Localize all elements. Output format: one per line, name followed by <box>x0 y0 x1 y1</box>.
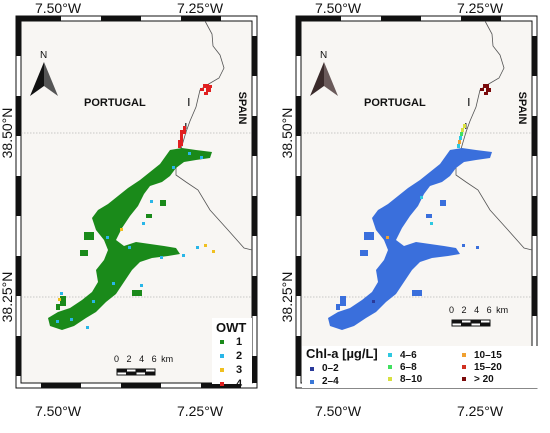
owt-water-body <box>48 148 212 330</box>
owt-class-4-cluster <box>178 84 212 148</box>
chla-legend-label-4: 6–8 <box>400 361 417 373</box>
owt-legend-label-3: 3 <box>236 364 243 376</box>
scale-tick-4: 4 <box>139 354 145 364</box>
chla-legend-label-5: 8–10 <box>400 373 423 385</box>
scale-unit: km <box>161 354 174 364</box>
chla-map-frame <box>295 15 538 389</box>
chla-legend-label-7: 15–20 <box>474 361 502 373</box>
north-arrow-label: N <box>40 50 48 61</box>
lat-label-upper: 38.50°N <box>279 107 295 159</box>
chla-swatch-2 <box>310 379 314 384</box>
north-arrow-label: N <box>320 50 328 61</box>
chla-legend-row-4: 6–8 <box>388 361 422 373</box>
graticule <box>301 132 532 298</box>
lat-label-upper: 38.50°N <box>0 107 15 159</box>
chla-legend-row-5: 8–10 <box>388 373 423 385</box>
owt-legend-row-3: 3 <box>216 363 249 377</box>
owt-class-2-pixels <box>56 152 203 329</box>
graticule <box>21 132 252 298</box>
owt-legend-label-1: 1 <box>236 336 243 348</box>
owt-swatch-4 <box>220 382 224 386</box>
chla-swatch-5 <box>388 377 392 381</box>
lon-label-top-left: 7.50°W <box>314 0 362 16</box>
lat-label-lower: 38.25°N <box>0 271 15 323</box>
owt-class-3-pixels <box>58 228 215 301</box>
chla-legend-col-3: 10–15 15–20 > 20 <box>462 349 502 385</box>
owt-map-frame <box>15 15 258 389</box>
lon-label-bottom-right: 7.25°W <box>176 403 224 419</box>
chla-legend-col-1: 0–2 2–4 <box>310 363 339 387</box>
chla-legend-row-2: 2–4 <box>310 376 339 387</box>
north-arrow-icon <box>30 62 58 96</box>
country-label-portugal: PORTUGAL <box>84 97 146 109</box>
chla-legend-label-8: > 20 <box>474 373 494 385</box>
lon-label-bottom-left: 7.50°W <box>34 403 82 419</box>
chla-swatch-1 <box>310 366 314 371</box>
chla-legend-row-6: 10–15 <box>462 349 502 361</box>
chla-swatch-8 <box>462 377 466 381</box>
lon-label-bottom-right: 7.25°W <box>456 403 504 419</box>
lon-label-top-right: 7.25°W <box>456 0 504 16</box>
owt-legend-title: OWT <box>216 320 247 335</box>
scale-bar-labels: 0 2 4 6 km <box>114 354 173 364</box>
lon-label-top-right: 7.25°W <box>176 0 224 16</box>
chla-legend-row-1: 0–2 <box>310 363 339 374</box>
owt-legend: OWT 1 2 3 4 <box>212 318 252 390</box>
chla-swatch-6 <box>462 353 466 357</box>
north-arrow-icon <box>310 62 338 96</box>
scale-bar-graphic <box>116 368 156 376</box>
scale-tick-0: 0 <box>449 305 455 315</box>
scale-bar-graphic <box>451 319 491 327</box>
country-label-spain: SPAIN <box>516 91 528 125</box>
owt-legend-row-2: 2 <box>216 349 249 363</box>
lat-label-lower: 38.25°N <box>279 271 295 323</box>
owt-swatch-1 <box>220 340 224 344</box>
scale-tick-2: 2 <box>126 354 132 364</box>
owt-swatch-2 <box>220 354 224 358</box>
chla-legend-row-3: 4–6 <box>388 349 422 361</box>
lon-label-bottom-left: 7.50°W <box>314 403 362 419</box>
scale-tick-0: 0 <box>114 354 120 364</box>
owt-legend-row-1: 1 <box>216 335 249 349</box>
scale-bar-labels: 0 2 4 6 km <box>449 305 508 315</box>
chla-scattered-pixels <box>372 156 483 303</box>
chla-high-cluster <box>480 84 491 95</box>
chla-water-body <box>328 148 492 330</box>
country-label-portugal: PORTUGAL <box>364 97 426 109</box>
country-border-line <box>455 20 533 251</box>
scale-tick-4: 4 <box>474 305 480 315</box>
chla-map-panel: 7.50°W 7.25°W 7.50°W 7.25°W 38.50°N 38.2… <box>279 0 550 433</box>
chla-mid-pixels <box>457 124 466 148</box>
chla-legend-label-2: 2–4 <box>322 376 339 387</box>
chla-legend: Chl-a [µg/L] 0–2 2–4 4–6 6–8 8–10 <box>302 346 539 388</box>
chla-swatch-7 <box>462 365 466 369</box>
chla-legend-col-2: 4–6 6–8 8–10 <box>388 349 423 385</box>
owt-map-panel: 7.50°W 7.25°W 7.50°W 7.25°W 38.50°N 38.2… <box>0 0 270 433</box>
lon-label-top-left: 7.50°W <box>34 0 82 16</box>
chla-legend-label-1: 0–2 <box>322 363 339 374</box>
chla-legend-label-3: 4–6 <box>400 349 417 361</box>
scale-tick-6: 6 <box>486 305 492 315</box>
chla-swatch-3 <box>388 353 392 357</box>
country-border-line <box>175 20 253 251</box>
scale-tick-6: 6 <box>151 354 157 364</box>
chla-legend-row-8: > 20 <box>462 373 502 385</box>
owt-swatch-3 <box>220 368 224 372</box>
owt-legend-label-2: 2 <box>236 350 243 362</box>
chla-legend-title: Chl-a [µg/L] <box>306 346 378 361</box>
chla-swatch-4 <box>388 365 392 369</box>
chla-legend-row-7: 15–20 <box>462 361 502 373</box>
scale-tick-2: 2 <box>461 305 467 315</box>
scale-unit: km <box>496 305 509 315</box>
owt-legend-row-4: 4 <box>216 377 249 391</box>
owt-legend-label-4: 4 <box>236 378 243 390</box>
chla-legend-label-6: 10–15 <box>474 349 502 361</box>
country-label-spain: SPAIN <box>236 91 248 125</box>
